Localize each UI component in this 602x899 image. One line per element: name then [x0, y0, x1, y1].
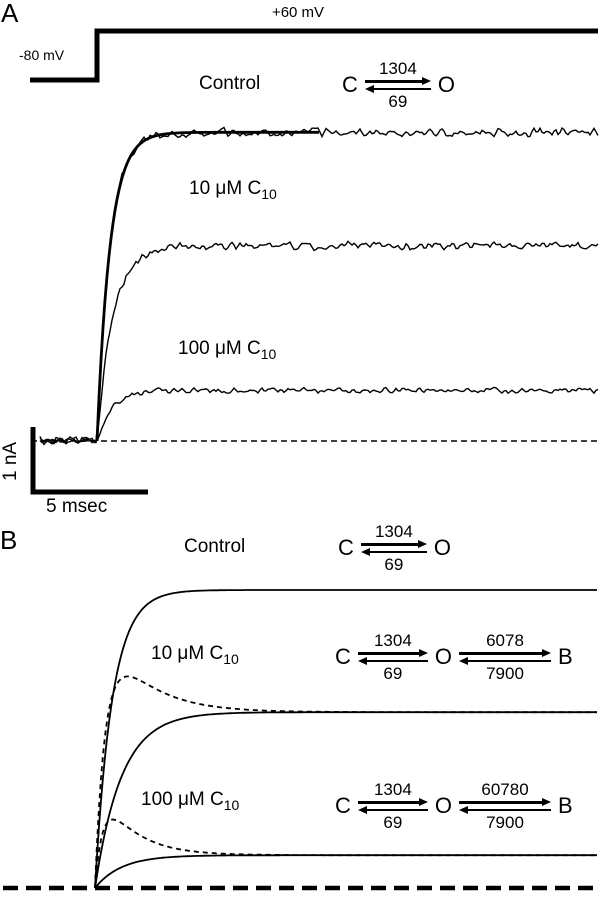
vertical-scale-bar-label: 1 nA [0, 441, 21, 481]
equilibrium-arrows: 6078 7900 [459, 631, 552, 683]
holding-voltage-label: -80 mV [19, 47, 65, 63]
kinetic-scheme-b-control: C 1304 69 O [338, 523, 451, 573]
panel-a-label: A [1, 0, 19, 28]
trace-label-text: 100 μM C [178, 338, 261, 359]
equilibrium-arrow-icon [459, 651, 552, 663]
state-open: O [434, 793, 453, 818]
reverse-rate-label: 69 [383, 664, 403, 683]
row-label-text: 100 μM C [141, 789, 224, 810]
equilibrium-arrow-icon [357, 651, 428, 663]
unblock-rate-label: 7900 [486, 813, 524, 832]
state-closed: C [335, 644, 351, 669]
forward-rate-label: 1304 [374, 522, 413, 541]
forward-rate-label: 1304 [373, 780, 412, 799]
exponential-fit-trace [95, 130, 319, 442]
equilibrium-arrows: 1304 69 [364, 59, 431, 111]
trace-label-text: 10 μM C [189, 178, 262, 199]
trace-label-10um-a: 10 μM C10 [189, 178, 277, 202]
kinetic-scheme-a: C 1304 69 O [342, 60, 455, 110]
horizontal-scale-bar-label: 5 msec [46, 496, 108, 517]
recorded-trace-1 [39, 240, 599, 445]
state-open: O [433, 535, 452, 560]
row-label-10um-b: 10 μM C10 [151, 643, 239, 667]
reverse-rate-label: 69 [383, 813, 403, 832]
state-closed: C [338, 535, 354, 560]
equilibrium-arrows: 1304 69 [360, 522, 427, 574]
row-label-subscript: 10 [223, 796, 240, 813]
state-open: O [437, 72, 456, 97]
block-rate-label: 6078 [486, 631, 524, 650]
kinetic-scheme-b-100um: C 1304 69 O 60780 7900 B [335, 781, 573, 831]
trace-label-100um-a: 100 μM C10 [178, 338, 276, 362]
panel-b-label: B [0, 525, 18, 555]
state-closed: C [335, 793, 351, 818]
reverse-rate-label: 69 [388, 92, 408, 111]
row-label-control-b: Control [184, 536, 245, 560]
state-blocked: B [558, 793, 573, 818]
forward-rate-label: 1304 [373, 631, 412, 650]
model-trace-solid-1 [94, 711, 597, 889]
model-trace-solid-0 [94, 589, 597, 889]
voltage-protocol-trace [30, 28, 598, 83]
state-open: O [434, 644, 453, 669]
equilibrium-arrows: 1304 69 [357, 631, 428, 683]
row-label-text: Control [184, 536, 246, 557]
equilibrium-arrow-icon [364, 79, 431, 91]
scale-bars [30, 427, 148, 495]
equilibrium-arrows: 1304 69 [357, 780, 428, 832]
trace-label-subscript: 10 [260, 345, 277, 362]
step-voltage-label: +60 mV [271, 4, 325, 21]
reverse-rate-label: 69 [384, 555, 404, 574]
equilibrium-arrow-icon [360, 542, 427, 554]
trace-label-text: Control [199, 73, 261, 94]
model-trace-solid-2 [94, 854, 597, 889]
trace-label-control-a: Control [199, 73, 260, 97]
row-label-text: 10 μM C [151, 643, 224, 664]
trace-label-subscript: 10 [261, 185, 277, 202]
state-closed: C [342, 72, 358, 97]
forward-rate-label: 1304 [378, 59, 417, 78]
kinetic-scheme-b-10um: C 1304 69 O 6078 7900 B [335, 632, 573, 682]
block-rate-label: 60780 [481, 780, 529, 799]
row-label-subscript: 10 [223, 650, 239, 667]
recorded-trace-0 [39, 126, 599, 446]
equilibrium-arrow-icon [357, 800, 428, 812]
row-label-100um-b: 100 μM C10 [141, 789, 239, 813]
equilibrium-arrows: 60780 7900 [459, 780, 552, 832]
state-blocked: B [558, 644, 573, 669]
unblock-rate-label: 7900 [486, 664, 524, 683]
recorded-trace-2 [39, 386, 599, 445]
equilibrium-arrow-icon [459, 800, 552, 812]
